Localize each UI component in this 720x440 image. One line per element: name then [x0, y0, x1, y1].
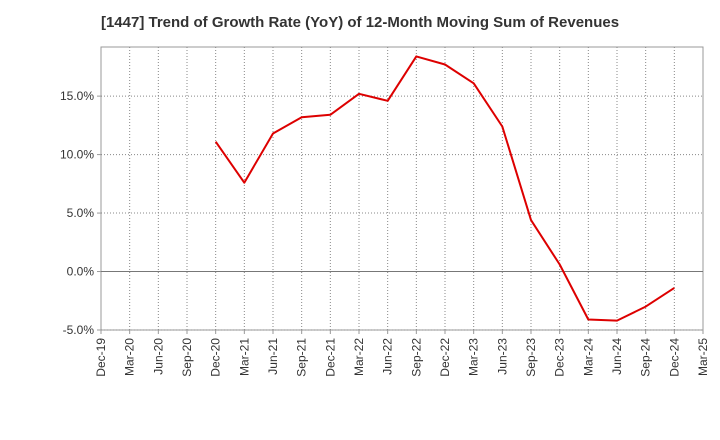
x-tick-label: Dec-23: [553, 338, 567, 377]
y-tick-label: 5.0%: [67, 206, 95, 220]
x-tick-label: Dec-20: [209, 338, 223, 377]
x-tick-label: Mar-23: [467, 338, 481, 376]
chart-title: [1447] Trend of Growth Rate (YoY) of 12-…: [100, 14, 620, 31]
y-tick-label: -5.0%: [63, 323, 95, 337]
x-tick-label: Jun-23: [495, 338, 509, 375]
y-tick-label: 10.0%: [60, 148, 94, 162]
x-tick-label: Mar-21: [237, 338, 251, 376]
plot-area: [100, 46, 704, 331]
x-tick-label: Dec-24: [667, 338, 681, 377]
x-tick-label: Jun-22: [381, 338, 395, 375]
x-tick-label: Mar-20: [123, 338, 137, 376]
x-tick-label: Mar-24: [581, 338, 595, 376]
x-tick-label: Dec-22: [438, 338, 452, 377]
x-axis-ticks: Dec-19 Mar-20 Jun-20 Sep-20 Dec-20 Mar-21 Jun-…: [94, 330, 710, 377]
grid-lines: [101, 47, 703, 331]
x-tick-label: Jun-24: [610, 338, 624, 375]
x-tick-label: Sep-20: [180, 338, 194, 377]
x-tick-label: Mar-25: [696, 338, 710, 376]
x-tick-label: Jun-20: [151, 338, 165, 375]
y-axis-ticks: -5.0% 0.0% 5.0% 10.0% 15.0%: [60, 89, 101, 337]
y-tick-label: 15.0%: [60, 89, 94, 103]
x-tick-label: Dec-21: [323, 338, 337, 377]
series-layer: [214, 55, 675, 322]
y-tick-label: 0.0%: [67, 265, 95, 279]
x-tick-label: Sep-24: [639, 338, 653, 377]
x-tick-label: Mar-22: [352, 338, 366, 376]
x-tick-label: Sep-23: [524, 338, 538, 377]
x-tick-label: Sep-22: [409, 338, 423, 377]
series-line: [214, 55, 675, 322]
x-tick-label: Jun-21: [266, 338, 280, 375]
x-tick-label: Sep-21: [295, 338, 309, 377]
x-tick-label: Dec-19: [94, 338, 108, 377]
